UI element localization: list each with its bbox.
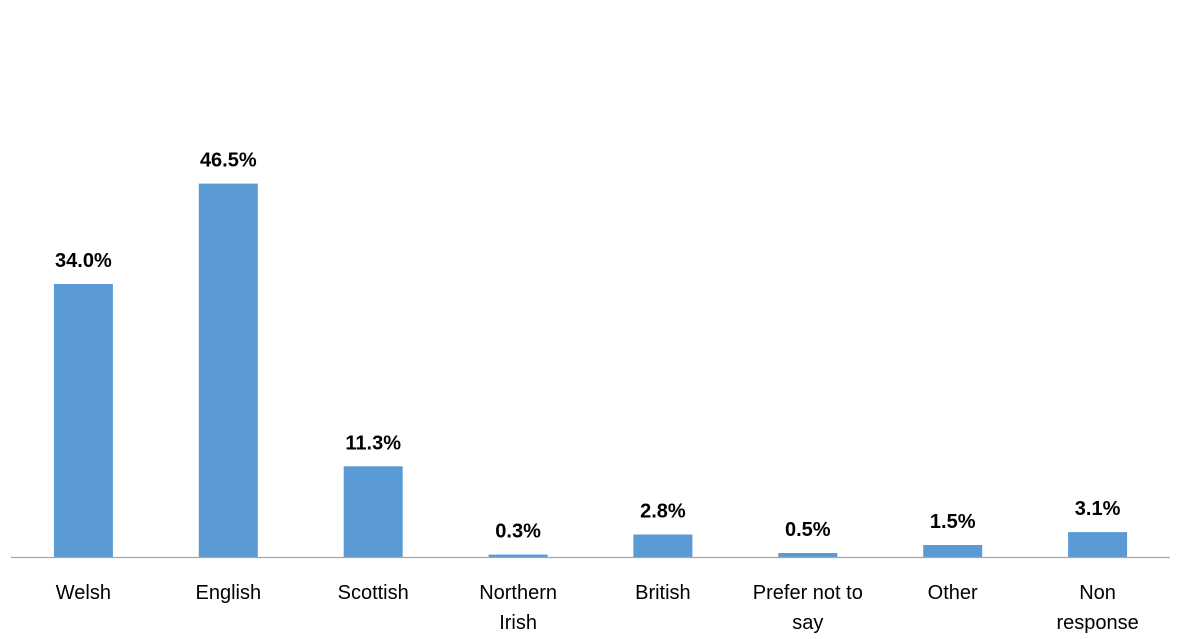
bar (343, 466, 403, 557)
data-label: 3.1% (1075, 498, 1121, 520)
bar (923, 545, 983, 557)
x-tick-labels-group: Welsh English Scottish Northern Irish British… (56, 582, 1139, 634)
x-tick-label: British (635, 582, 691, 604)
bar (198, 183, 258, 557)
bar (778, 553, 838, 557)
data-label: 34.0% (55, 250, 112, 272)
bar (53, 284, 113, 557)
bar (1068, 532, 1128, 557)
bar (488, 554, 548, 557)
x-tick-label: Welsh (56, 582, 111, 604)
x-tick-label: Non response (1056, 582, 1138, 634)
data-label: 11.3% (345, 432, 401, 454)
bar (633, 534, 693, 557)
x-tick-label: Other (928, 582, 978, 604)
data-labels-group: 34.0% 46.5% 11.3% 0.3% 2.8% 0.5% 1.5% 3.1% (55, 150, 1121, 543)
x-tick-label: Prefer not to say (753, 582, 863, 634)
data-label: 0.3% (495, 521, 541, 543)
x-tick-label: Northern Irish (479, 582, 557, 634)
bars-group (53, 183, 1128, 557)
data-label: 46.5% (200, 150, 257, 172)
x-tick-label: Scottish (338, 582, 409, 604)
data-label: 1.5% (930, 511, 976, 533)
data-label: 2.8% (640, 501, 686, 523)
x-tick-label: English (195, 582, 261, 604)
data-label: 0.5% (785, 519, 831, 541)
